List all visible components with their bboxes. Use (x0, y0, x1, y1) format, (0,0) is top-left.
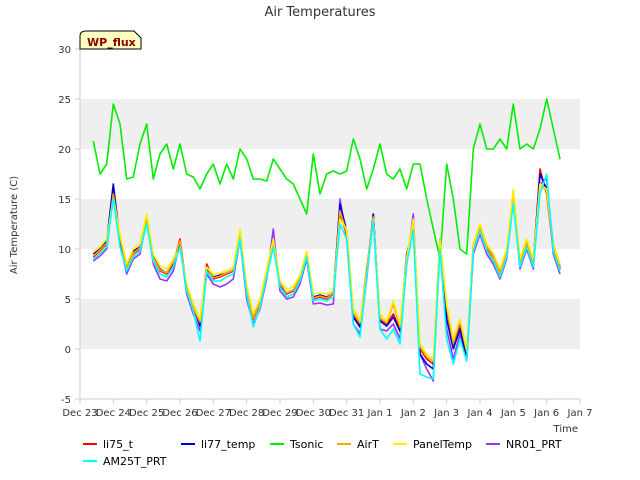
y-tick-label: 25 (58, 95, 71, 106)
series-line-airt (92, 183, 561, 362)
series-line-am25t-prt (92, 173, 561, 380)
x-tick-label: Dec 30 (296, 408, 331, 419)
x-tick-label: Dec 29 (262, 408, 297, 419)
grid-band (80, 299, 580, 349)
y-tick-label: 5 (65, 295, 71, 306)
x-tick-label: Jan 5 (500, 408, 526, 419)
x-tick-label: Dec 27 (196, 408, 231, 419)
legend-label: AirT (357, 438, 379, 451)
x-tick-label: Jan 6 (533, 408, 559, 419)
y-tick-label: 15 (58, 195, 71, 206)
x-tick-label: Dec 23 (62, 408, 97, 419)
legend: li75_t li77_temp Tsonic AirT PanelTemp NR01_P… (83, 438, 562, 468)
legend-label: Tsonic (289, 438, 323, 451)
legend-label: li77_temp (201, 438, 255, 451)
y-axis-label: Air Temperature (C) (9, 176, 20, 274)
x-tick-label: Jan 4 (467, 408, 493, 419)
x-tick-label: Dec 26 (162, 408, 197, 419)
grid-band (80, 199, 580, 249)
y-tick-label: 10 (58, 245, 71, 256)
legend-label: li75_t (103, 438, 134, 451)
grid-bands (80, 49, 580, 399)
legend-label: AM25T_PRT (103, 455, 167, 468)
x-axis-label: Time (553, 424, 578, 435)
grid-band (80, 99, 580, 149)
x-tick-label: Jan 7 (567, 408, 593, 419)
y-tick-label: -5 (61, 395, 71, 406)
x-tick-label: Jan 2 (400, 408, 426, 419)
x-tick-label: Jan 3 (433, 408, 459, 419)
y-tick-label: 30 (58, 45, 71, 56)
legend-label: PanelTemp (413, 438, 472, 451)
series-lines (92, 98, 561, 382)
chart-title: Air Temperatures (264, 5, 375, 20)
series-line-paneltemp (92, 183, 561, 360)
x-tick-label: Dec 31 (329, 408, 364, 419)
badge-label: WP_flux (87, 36, 136, 49)
legend-label: NR01_PRT (506, 438, 562, 451)
series-line-tsonic (92, 98, 561, 260)
site-badge: WP_flux (79, 30, 142, 50)
y-tick-label: 20 (58, 145, 71, 156)
x-tick-label: Jan 1 (367, 408, 393, 419)
x-tick-label: Dec 24 (96, 408, 131, 419)
x-tick-label: Dec 28 (229, 408, 264, 419)
y-tick-label: 0 (65, 345, 71, 356)
series-line-nr01-prt (92, 178, 561, 382)
x-tick-label: Dec 25 (129, 408, 164, 419)
